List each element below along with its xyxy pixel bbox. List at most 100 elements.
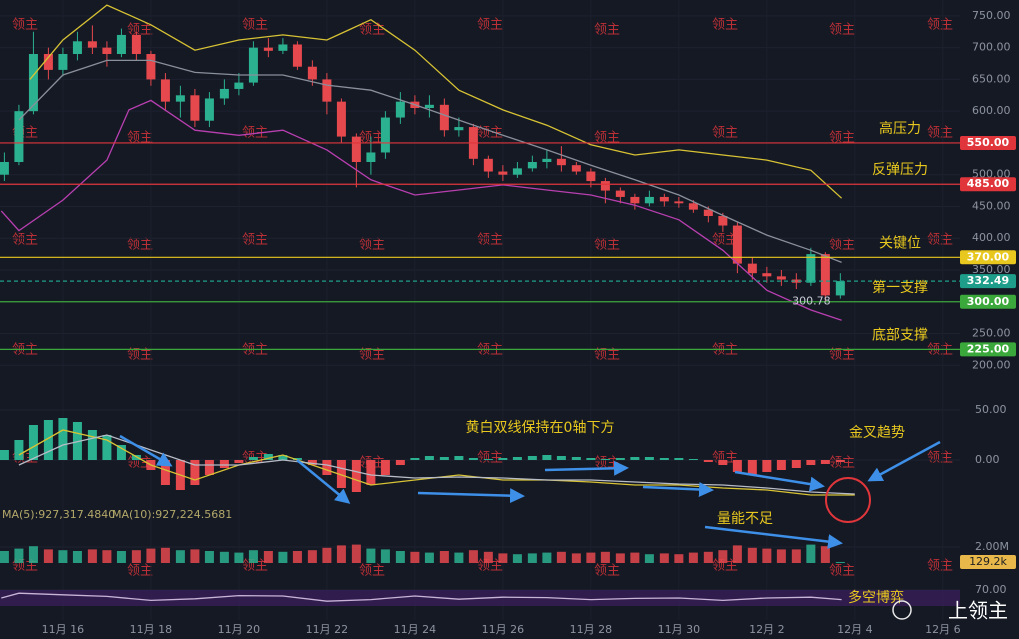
macd-bar — [336, 460, 346, 488]
volume-bar — [131, 550, 141, 563]
candle-body — [87, 41, 97, 48]
annotation: 金叉趋势 — [849, 425, 905, 441]
brand-icon — [892, 600, 912, 620]
volume-bar — [776, 549, 786, 563]
macd-bar — [659, 458, 669, 460]
volume-bar — [454, 552, 464, 563]
volume-bar — [542, 552, 552, 563]
candle-body — [14, 111, 24, 162]
watermark: 领主 — [594, 238, 620, 253]
level-badge — [960, 135, 1016, 150]
level-badge — [960, 294, 1016, 309]
candle-body — [102, 47, 112, 54]
candle-body — [175, 95, 185, 102]
volume-bar — [762, 548, 772, 563]
volume-bar — [483, 551, 493, 563]
y-tick-label: 400.00 — [972, 231, 1011, 244]
volume-bar — [14, 548, 24, 563]
watermark: 领主 — [242, 233, 268, 248]
volume-bar — [498, 553, 508, 563]
volume-badge — [960, 554, 1016, 569]
candle-body — [0, 162, 9, 175]
y-tick-label: 750.00 — [972, 9, 1011, 22]
indicator-line — [18, 59, 842, 264]
volume-bar — [175, 550, 185, 563]
y-tick-label: 2.00M — [975, 540, 1009, 553]
annotation: 量能不足 — [717, 511, 773, 527]
watermark: 领主 — [594, 456, 620, 471]
candle-body — [278, 44, 288, 51]
x-tick-label: 12月 2 — [749, 623, 785, 636]
annotation: 黄白双线保持在0轴下方 — [466, 419, 615, 436]
candle-body — [703, 209, 713, 216]
candle-body — [512, 168, 522, 175]
volume-bar — [791, 549, 801, 563]
macd-bar — [72, 422, 82, 460]
watermark: 领主 — [477, 559, 503, 574]
arrow — [734, 470, 825, 492]
candle-body — [292, 44, 302, 67]
level-name: 高压力 — [879, 120, 921, 137]
volume-bar — [395, 551, 405, 563]
macd-bar — [292, 458, 302, 460]
volume-bar — [28, 546, 38, 563]
level-badge-label: 370.00 — [967, 250, 1010, 263]
macd-bar — [483, 459, 493, 460]
volume-bar — [278, 551, 288, 563]
macd-bar — [600, 459, 610, 460]
candle-body — [336, 101, 346, 137]
candle-body — [234, 82, 244, 89]
macd-bar — [820, 460, 830, 464]
brand: 上领主 — [948, 599, 1008, 623]
candle-body — [351, 136, 361, 162]
macd-bar — [776, 460, 786, 470]
candle-body — [747, 263, 757, 274]
candle-body — [498, 171, 508, 175]
arrow — [296, 459, 351, 504]
candle-body — [571, 165, 581, 172]
volume-bar — [424, 552, 434, 563]
macd-bar — [688, 459, 698, 460]
macd-bar — [674, 458, 684, 460]
volume-bar — [527, 553, 537, 563]
candle-body — [718, 216, 728, 226]
macd-bar — [703, 460, 713, 462]
watermark: 领主 — [127, 348, 153, 363]
volume-bar — [820, 546, 830, 563]
macd-bar — [307, 460, 317, 465]
volume-bar — [58, 550, 68, 563]
y-tick-label: 0.00 — [975, 453, 1000, 466]
volume-bar — [380, 549, 390, 563]
level-badge — [960, 177, 1016, 192]
candle-body — [732, 225, 742, 264]
macd-bar — [395, 460, 405, 465]
level-badge-label: 485.00 — [967, 177, 1010, 190]
macd-bar — [278, 455, 288, 460]
macd-bar — [14, 440, 24, 460]
watermark: 领主 — [359, 564, 385, 579]
candle-body — [248, 47, 258, 83]
y-tick-label: 250.00 — [972, 327, 1011, 340]
macd-bar — [542, 455, 552, 460]
macd-bar — [806, 460, 816, 465]
candle-body — [395, 101, 405, 118]
watermark: 领主 — [927, 559, 953, 574]
watermark: 领主 — [927, 18, 953, 33]
x-tick-label: 11月 18 — [130, 623, 173, 636]
macd-bar — [87, 430, 97, 460]
macd-bar — [160, 460, 170, 485]
volume-bar — [234, 552, 244, 563]
watermark: 领主 — [594, 23, 620, 38]
level-badge — [960, 274, 1016, 289]
candle-body — [43, 54, 53, 70]
macd-bar — [204, 460, 214, 475]
candle-body — [688, 203, 698, 210]
candle-body — [366, 152, 376, 162]
watermark: 领主 — [829, 23, 855, 38]
macd-bar — [322, 460, 332, 475]
volume-badge-label: 129.2k — [969, 555, 1007, 568]
macd-bar — [454, 456, 464, 460]
candle-body — [674, 201, 684, 204]
volume-bar — [248, 550, 258, 563]
